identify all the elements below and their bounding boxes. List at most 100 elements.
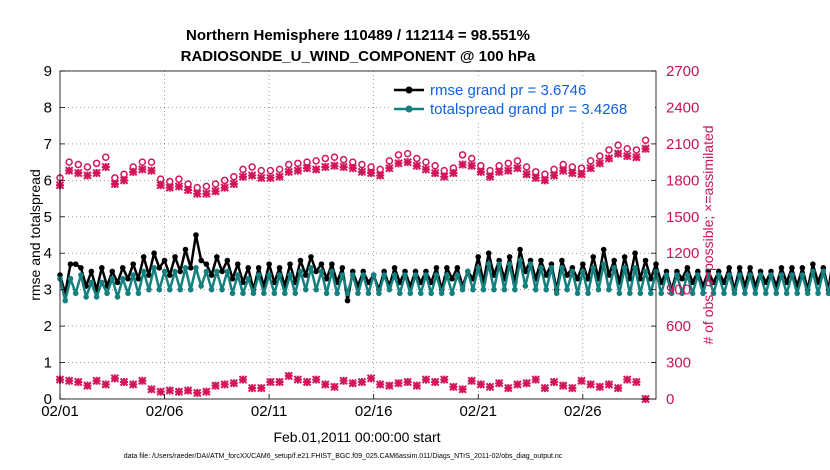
rmse-point xyxy=(151,250,157,257)
obs-assimilated-point xyxy=(357,167,367,177)
obs-assimilated-point xyxy=(293,166,303,175)
x-axis: 02/01 02/06 02/11 02/16 02/21 02/26 xyxy=(41,394,602,420)
obs-possible-point xyxy=(605,146,613,154)
rmse-point xyxy=(287,261,293,267)
obs-assimilated-point xyxy=(586,380,595,389)
rmse-point xyxy=(156,265,163,271)
obs-possible-point xyxy=(413,154,421,163)
obs-assimilated-point xyxy=(357,377,367,387)
rmse-point xyxy=(491,272,497,278)
totalspread-point xyxy=(590,265,597,271)
totalspread-point xyxy=(208,286,215,293)
obs-assimilated-point xyxy=(174,182,184,191)
rmse-point xyxy=(580,261,586,267)
totalspread-point xyxy=(271,290,278,297)
rmse-point xyxy=(679,275,685,282)
totalspread-line xyxy=(58,259,830,302)
obs-assimilated-point xyxy=(394,159,403,168)
obs-assimilated-point xyxy=(412,161,422,170)
obs-possible-point xyxy=(623,144,631,153)
totalspread-point xyxy=(480,286,487,293)
totalspread-point xyxy=(747,272,753,278)
totalspread-point xyxy=(140,268,147,275)
obs-assimilated-point xyxy=(247,383,257,393)
totalspread-point xyxy=(632,265,638,271)
totalspread-point xyxy=(67,275,74,282)
obs-assimilated-point xyxy=(558,166,568,175)
y2-axis-label: # of obs: o=possible; ×=assimilated xyxy=(700,125,716,344)
rmse-point xyxy=(590,254,597,260)
obs-assimilated-point xyxy=(394,378,403,388)
rmse-point xyxy=(391,265,398,271)
totalspread-point xyxy=(606,286,612,293)
totalspread-point xyxy=(621,265,628,271)
obs-assimilated-point xyxy=(476,167,486,177)
rmse-point xyxy=(72,261,79,267)
legend-box xyxy=(389,78,655,120)
rmse-point xyxy=(585,275,591,282)
rmse-point xyxy=(266,261,272,267)
obs-assimilated-point xyxy=(623,151,632,161)
obs-possible-point xyxy=(284,160,293,169)
rmse-point xyxy=(78,265,84,271)
totalspread-point xyxy=(438,290,445,297)
obs-possible-point xyxy=(257,166,266,175)
obs-assimilated-point xyxy=(504,166,513,175)
rmse-point xyxy=(485,250,492,257)
obs-assimilated-point xyxy=(449,382,458,392)
obs-assimilated-point xyxy=(494,378,504,388)
rmse-point xyxy=(449,275,455,282)
totalspread-point xyxy=(72,290,79,297)
obs-assimilated-point xyxy=(238,172,248,181)
rmse-point xyxy=(736,265,743,271)
x-tick-label: 02/01 xyxy=(41,403,79,420)
totalspread-point xyxy=(663,272,670,278)
obs-assimilated-point xyxy=(110,374,120,383)
rmse-point xyxy=(726,265,732,271)
y2-tick-label: 2700 xyxy=(666,63,699,80)
totalspread-point xyxy=(250,290,257,297)
rmse-point xyxy=(125,275,131,282)
rmse-point xyxy=(245,265,252,271)
rmse-point xyxy=(255,265,262,271)
rmse-point xyxy=(224,257,231,264)
totalspread-point xyxy=(381,272,387,278)
rmse-point xyxy=(182,246,189,253)
obs-assimilated-point xyxy=(74,168,83,178)
y-tick-label: 2 xyxy=(44,318,52,335)
obs-assimilated-point xyxy=(321,380,330,389)
totalspread-point xyxy=(219,286,225,293)
totalspread-point xyxy=(261,290,267,297)
totalspread-point xyxy=(397,290,403,297)
rmse-point xyxy=(799,265,806,271)
y2-tick-label: 0 xyxy=(666,391,674,408)
totalspread-point xyxy=(553,290,560,297)
totalspread-point xyxy=(344,290,351,297)
totalspread-point xyxy=(156,286,163,293)
obs-assimilated-point xyxy=(64,166,74,175)
totalspread-point xyxy=(454,272,461,278)
rmse-point xyxy=(433,265,440,271)
totalspread-point xyxy=(580,268,586,275)
legend-spread-marker xyxy=(405,105,413,113)
totalspread-point xyxy=(370,272,377,278)
obs-assimilated-point xyxy=(138,376,147,385)
obs-possible-point xyxy=(266,166,275,175)
y-axis-left: 0 1 2 3 4 5 6 7 8 9 xyxy=(44,63,65,408)
obs-possible-point xyxy=(641,136,650,144)
totalspread-point xyxy=(695,272,701,278)
obs-possible-point xyxy=(321,154,330,163)
totalspread-point xyxy=(559,265,565,271)
totalspread-point xyxy=(548,265,555,271)
rmse-point xyxy=(344,297,351,304)
rmse-point xyxy=(637,275,644,282)
rmse-point xyxy=(517,246,523,253)
totalspread-point xyxy=(240,290,246,297)
totalspread-point xyxy=(282,290,288,297)
totalspread-point xyxy=(109,275,116,282)
obs-assimilated-point xyxy=(366,168,376,178)
rmse-point xyxy=(564,272,570,278)
totalspread-point xyxy=(172,268,178,275)
obs-possible-point xyxy=(632,146,641,154)
totalspread-point xyxy=(658,290,665,297)
